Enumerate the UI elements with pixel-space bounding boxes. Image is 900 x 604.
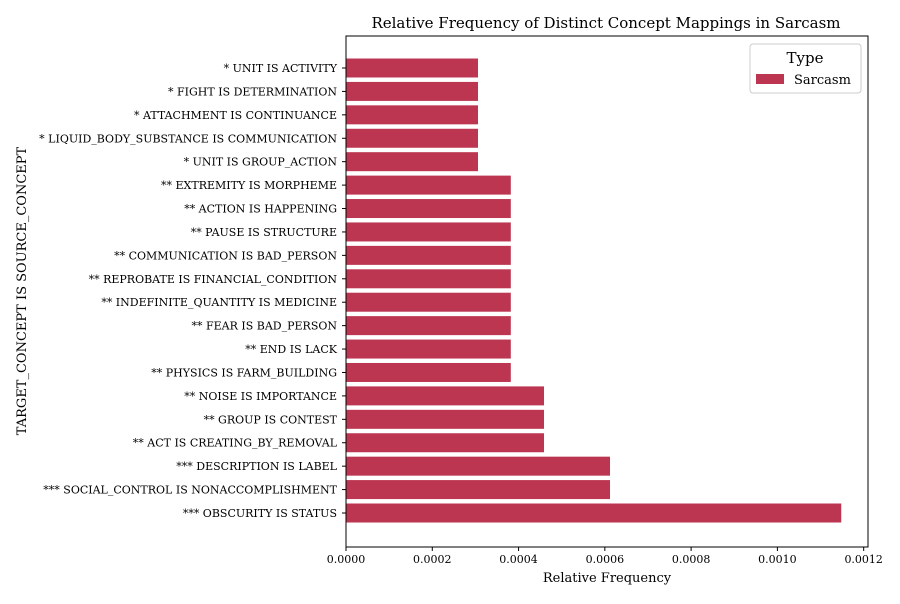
bar: [346, 362, 511, 382]
category-labels: * UNIT IS ACTIVITY * FIGHT IS DETERMINATI…: [39, 62, 346, 520]
x-axis-label: Relative Frequency: [543, 571, 672, 586]
x-axis-ticks: 0.0000 0.0002 0.0004 0.0006 0.0008 0.0010 0.00…: [327, 547, 883, 566]
category-label: ** GROUP IS CONTEST: [204, 413, 338, 426]
bars-group: [346, 58, 842, 523]
category-label: * ATTACHMENT IS CONTINUANCE: [134, 109, 337, 122]
bar: [346, 292, 511, 312]
legend-swatch-sarcasm: [756, 74, 784, 84]
bar: [346, 409, 545, 429]
category-label: ** PHYSICS IS FARM_BUILDING: [151, 366, 337, 379]
category-label: ** INDEFINITE_QUANTITY IS MEDICINE: [101, 296, 337, 309]
bar: [346, 81, 479, 101]
x-tick-label: 0.0000: [327, 553, 366, 566]
category-label: *** DESCRIPTION IS LABEL: [176, 460, 337, 473]
bar: [346, 199, 511, 219]
category-label: * UNIT IS GROUP_ACTION: [184, 156, 338, 169]
bar: [346, 339, 511, 359]
category-label: ** COMMUNICATION IS BAD_PERSON: [114, 249, 337, 262]
x-tick-label: 0.0006: [586, 553, 625, 566]
category-label: ** PAUSE IS STRUCTURE: [191, 226, 337, 239]
bar: [346, 152, 479, 172]
category-label: ** ACT IS CREATING_BY_REMOVAL: [133, 437, 338, 450]
bar: [346, 433, 545, 453]
category-label: ** FEAR IS BAD_PERSON: [192, 320, 338, 333]
legend-label-sarcasm: Sarcasm: [794, 73, 851, 88]
bar: [346, 456, 611, 476]
category-label: * UNIT IS ACTIVITY: [224, 62, 338, 75]
plot-frame: [345, 35, 869, 548]
bar: [346, 480, 611, 500]
category-label: * FIGHT IS DETERMINATION: [168, 85, 337, 98]
x-tick-label: 0.0012: [844, 553, 883, 566]
bar: [346, 58, 479, 78]
category-label: *** SOCIAL_CONTROL IS NONACCOMPLISHMENT: [43, 484, 337, 497]
bar: [346, 222, 511, 242]
chart-title: Relative Frequency of Distinct Concept M…: [371, 14, 840, 32]
category-label: * LIQUID_BODY_SUBSTANCE IS COMMUNICATION: [39, 132, 337, 145]
category-label: *** OBSCURITY IS STATUS: [183, 507, 337, 520]
x-tick-label: 0.0004: [499, 553, 538, 566]
bar: [346, 175, 511, 195]
bar: [346, 105, 479, 125]
y-axis-label: TARGET_CONCEPT IS SOURCE_CONCEPT: [15, 146, 30, 435]
category-label: ** EXTREMITY IS MORPHEME: [161, 179, 337, 192]
bar: [346, 269, 511, 289]
legend: Type Sarcasm: [749, 43, 862, 94]
category-label: ** NOISE IS IMPORTANCE: [184, 390, 337, 403]
x-tick-label: 0.0010: [758, 553, 797, 566]
bar: [346, 128, 479, 148]
legend-title: Type: [787, 49, 824, 67]
category-label: ** ACTION IS HAPPENING: [184, 203, 337, 216]
bar: [346, 245, 511, 265]
bar: [346, 503, 842, 523]
x-tick-label: 0.0002: [413, 553, 452, 566]
category-label: ** REPROBATE IS FINANCIAL_CONDITION: [89, 273, 338, 286]
x-tick-label: 0.0008: [672, 553, 711, 566]
category-label: ** END IS LACK: [245, 343, 338, 356]
bar: [346, 386, 545, 406]
bar: [346, 316, 511, 336]
